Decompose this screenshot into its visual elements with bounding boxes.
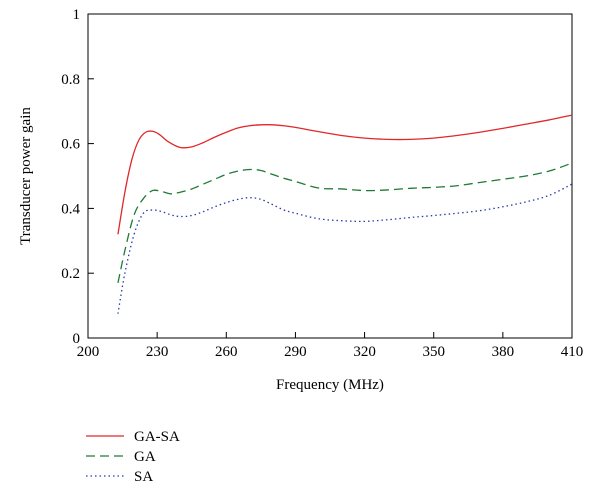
y-tick-label: 0.4 [61, 201, 80, 217]
y-tick-label: 0 [73, 331, 81, 347]
x-axis-ticks: 200 230 260 290 320 350 380 410 [77, 332, 584, 360]
y-axis-ticks: 0 0.2 0.4 0.6 0.8 1 [61, 7, 94, 347]
legend-label-sa: SA [134, 469, 153, 485]
x-tick-label: 260 [215, 344, 238, 360]
x-tick-label: 320 [353, 344, 376, 360]
y-axis-label: Transducer power gain [18, 107, 34, 245]
y-tick-label: 0.8 [61, 72, 80, 88]
x-tick-label: 380 [492, 344, 515, 360]
legend: GA-SA GA SA [86, 429, 180, 485]
x-tick-label: 350 [422, 344, 445, 360]
y-tick-label: 0.6 [61, 137, 80, 153]
series-layer [117, 114, 573, 314]
x-axis-label: Frequency (MHz) [276, 377, 384, 393]
series-line-sa [117, 183, 573, 314]
y-tick-label: 1 [73, 7, 81, 23]
plot-area-frame [87, 13, 573, 339]
series-line-ga [117, 162, 573, 284]
x-tick-label: 290 [284, 344, 307, 360]
series-line-ga-sa [117, 114, 573, 235]
legend-label-ga: GA [134, 449, 156, 465]
x-tick-label: 200 [77, 344, 100, 360]
x-tick-label: 230 [146, 344, 169, 360]
x-tick-label: 410 [561, 344, 584, 360]
legend-label-ga-sa: GA-SA [134, 429, 180, 445]
y-tick-label: 0.2 [61, 266, 80, 282]
